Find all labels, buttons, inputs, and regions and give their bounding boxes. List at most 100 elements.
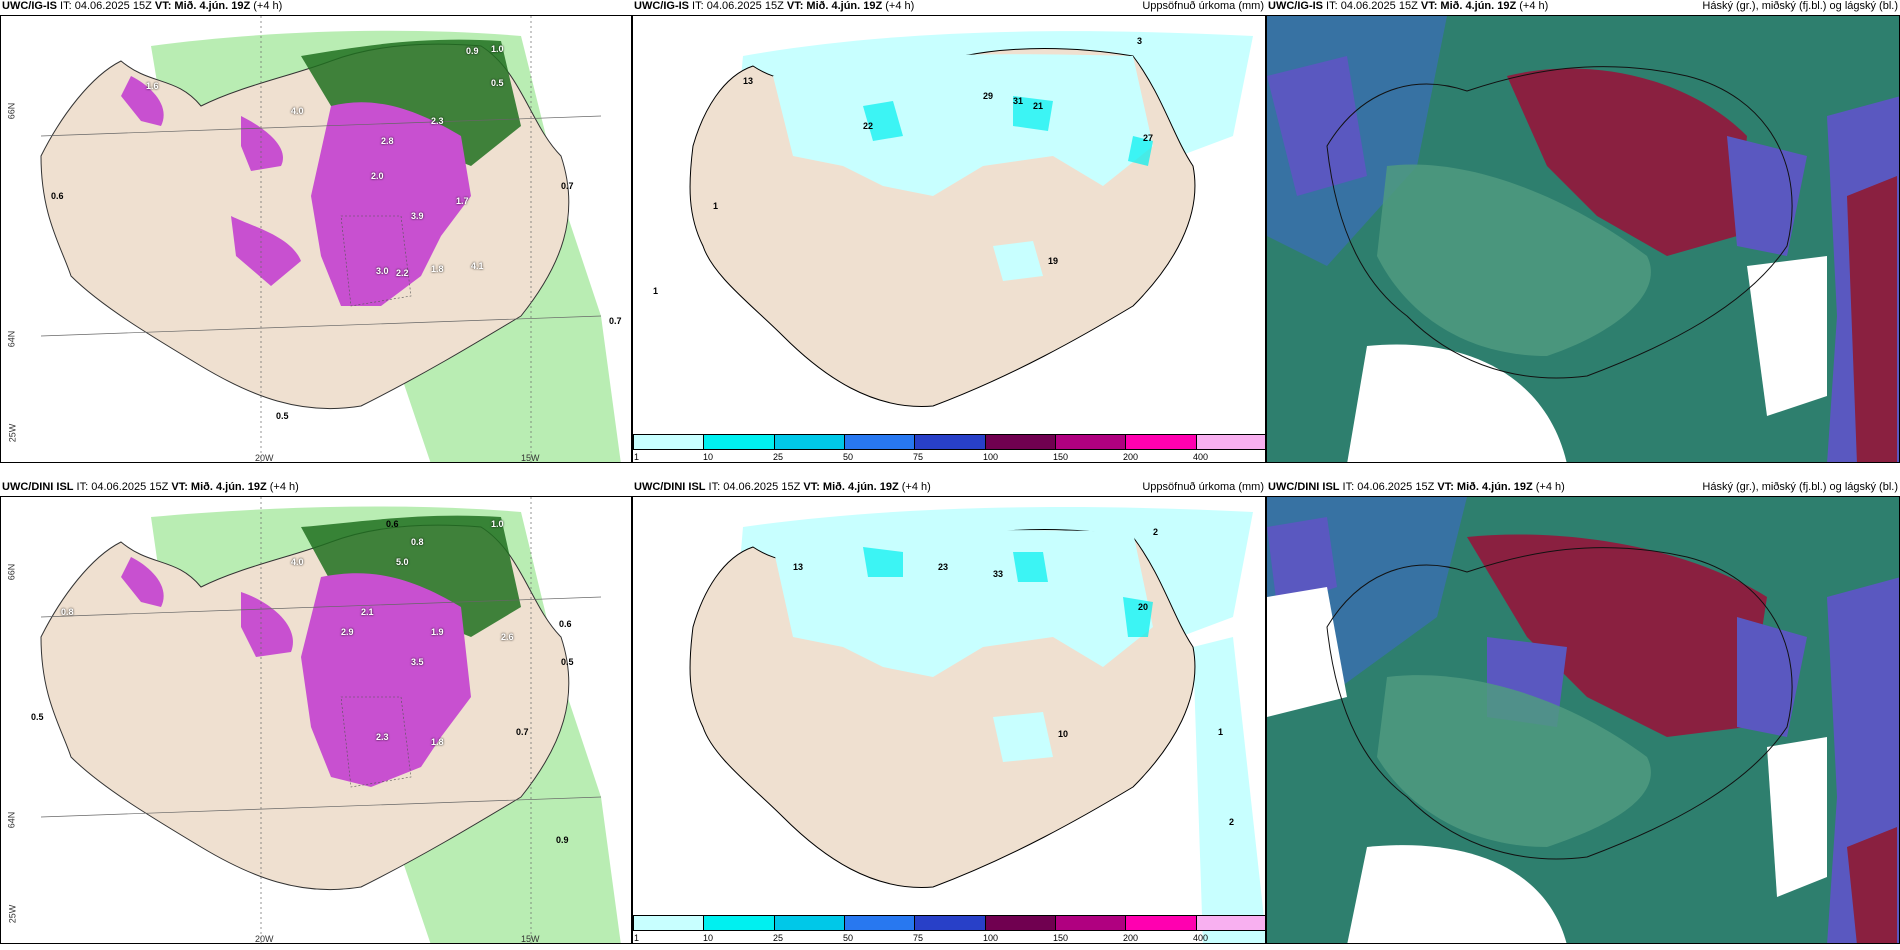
model-name: UWC/DINI ISL [1268,481,1340,493]
lead-time: (+4 h) [882,0,915,12]
colorbar-tick: 75 [913,933,924,943]
wind-value: 2.3 [376,732,389,742]
valid-time: VT: Mið. 4.jún. 19Z [171,481,267,493]
wind-value: 2.2 [396,268,409,278]
lead-time: (+4 h) [250,0,283,12]
wind-value: 0.7 [561,181,574,191]
wind-value: 3.5 [411,657,424,667]
colorbar-tick: 50 [843,452,854,462]
model-name: UWC/IG-IS [2,0,57,12]
precip-value: 21 [1033,101,1044,111]
precip-value: 23 [938,562,949,572]
colorbar-swatch [844,916,916,930]
colorbar-tick: 50 [843,933,854,943]
precip-unit-label-row1: Uppsöfnuð úrkoma (mm) [1142,0,1264,12]
precip-map-row2 [633,497,1265,943]
precip-value: 29 [983,91,994,101]
precip-header-row2: UWC/DINI ISL IT: 04.06.2025 15Z VT: Mið.… [634,481,931,493]
lon-label: 25W [7,423,18,443]
wind-header-row1: UWC/IG-IS IT: 04.06.2025 15Z VT: Mið. 4.… [2,0,282,12]
valid-time: VT: Mið. 4.jún. 19Z [1420,0,1517,12]
init-time: IT: 04.06.2025 15Z [1339,481,1438,493]
colorbar-tick: 10 [703,933,714,943]
wind-map-row2 [1,497,631,943]
colorbar-tick: 25 [773,452,784,462]
precip-colorbar [633,434,1265,450]
colorbar-swatch [774,435,845,449]
precip-value: 13 [793,562,804,572]
precip-panel-row2: 2 13 23 33 20 1 10 2 1 10 25 50 75 100 1… [632,496,1266,944]
cloud-map-row1 [1267,16,1899,462]
lat-label: 66N [6,102,17,120]
wind-value: 1.9 [431,627,444,637]
wind-value: 0.5 [31,712,44,722]
valid-time: VT: Mið. 4.jún. 19Z [154,0,251,12]
colorbar-tick: 1 [634,933,640,943]
lat-label: 64N [6,330,17,348]
precip-value: 2 [1153,527,1159,537]
cloud-legend-label-row2: Háský (gr.), miðský (fj.bl.) og lágský (… [1702,481,1898,493]
colorbar-swatch [1055,916,1127,930]
wind-panel-row1: 0.9 1.0 0.5 1.6 4.0 2.3 2.0 3.9 2.8 3.0 … [0,15,632,463]
cloud-header-row1: UWC/IG-IS IT: 04.06.2025 15Z VT: Mið. 4.… [1268,0,1548,12]
wind-value: 0.9 [466,46,479,56]
colorbar-tick: 75 [913,452,924,462]
colorbar-swatch [634,916,705,930]
wind-value: 0.6 [51,191,64,201]
wind-value: 0.6 [386,519,399,529]
colorbar-swatch [704,435,775,449]
lead-time: (+4 h) [1532,481,1565,493]
precip-value: 19 [1048,256,1059,266]
lon-label: 25W [7,904,18,924]
colorbar-tick: 200 [1123,452,1139,462]
wind-value: 3.9 [411,211,424,221]
cloud-panel-row2 [1266,496,1900,944]
lat-label: 66N [6,563,17,581]
colorbar-tick: 150 [1053,933,1069,943]
init-time: IT: 04.06.2025 15Z [705,481,804,493]
wind-value: 1.8 [431,264,444,274]
valid-time: VT: Mið. 4.jún. 19Z [786,0,883,12]
lead-time: (+4 h) [1516,0,1549,12]
precip-header-row1: UWC/IG-IS IT: 04.06.2025 15Z VT: Mið. 4.… [634,0,914,12]
wind-value: 0.8 [61,607,74,617]
wind-value: 1.7 [456,196,469,206]
wind-value: 1.6 [146,81,159,91]
init-time: IT: 04.06.2025 15Z [57,0,155,12]
colorbar-swatch [915,916,986,930]
model-name: UWC/DINI ISL [2,481,74,493]
colorbar-swatch [774,916,845,930]
colorbar-swatch [1126,435,1197,449]
wind-value: 4.0 [291,557,304,567]
model-name: UWC/IG-IS [634,0,689,12]
model-name: UWC/IG-IS [1268,0,1323,12]
lon-label: 15W [521,934,540,944]
lon-label: 20W [255,453,274,463]
cloud-legend-label-row1: Háský (gr.), miðský (fj.bl.) og lágský (… [1702,0,1898,12]
wind-value: 5.0 [396,557,409,567]
precip-value: 33 [993,569,1004,579]
wind-value: 2.9 [341,627,354,637]
colorbar-swatch [844,435,916,449]
colorbar-tick: 25 [773,933,784,943]
colorbar-swatch [1055,435,1127,449]
wind-value: 2.1 [361,607,374,617]
colorbar-swatch [1196,435,1265,449]
colorbar-swatch [634,435,705,449]
precip-value: 31 [1013,96,1024,106]
lon-label: 15W [521,453,540,463]
wind-value: 0.5 [276,411,289,421]
wind-value: 1.0 [491,44,504,54]
init-time: IT: 04.06.2025 15Z [1323,0,1421,12]
colorbar-tick: 10 [703,452,714,462]
wind-value: 0.5 [561,657,574,667]
wind-value: 0.7 [516,727,529,737]
cloud-map-row2 [1267,497,1899,943]
colorbar-swatch [915,435,986,449]
precip-value: 1 [653,286,659,296]
precip-value: 1 [1218,727,1224,737]
wind-map-row1 [1,16,631,462]
precip-panel-row1: 3 13 22 29 31 21 27 1 19 1 1 10 25 50 75… [632,15,1266,463]
precip-value: 27 [1143,133,1154,143]
colorbar-swatch [985,435,1056,449]
